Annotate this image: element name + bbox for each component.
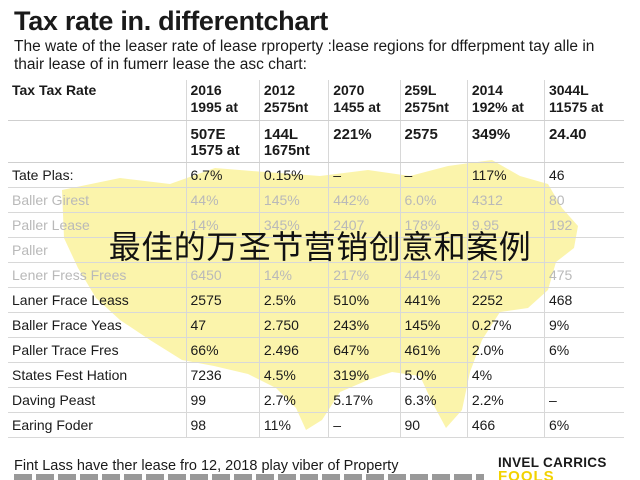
table-row: Laner Frace Leass 2575 2.5% 510% 441% 2252 468 xyxy=(8,287,624,313)
table-cell: 2.5% xyxy=(258,287,329,313)
table-cell: 441% xyxy=(399,287,468,313)
page-title: Tax rate in. differentchart xyxy=(14,6,328,36)
table-cell: – xyxy=(543,387,624,413)
table-cell: 0.15% xyxy=(258,162,329,188)
table-cell: 7236 xyxy=(185,362,260,388)
column-header: 2012 2575nt xyxy=(258,80,329,121)
page-subtitle: The wate of the leaser rate of lease rpr… xyxy=(14,38,595,73)
table-cell: 47 xyxy=(185,312,260,338)
table-subheader-row: 507E 1575 at 144L 1675nt 221% 2575 349% 24… xyxy=(8,120,624,163)
table-cell: – xyxy=(328,162,400,188)
table-row: States Fest Hation 7236 4.5% 319% 5.0% 4% xyxy=(8,362,624,388)
column-header: 2014 192% at xyxy=(466,80,545,121)
table-cell: 66% xyxy=(185,337,260,363)
table-row: Earing Foder 98 11% –90 466 6% xyxy=(8,412,624,438)
table-cell: 2252 xyxy=(466,287,545,313)
row-label: Paller Trace Fres xyxy=(8,337,186,363)
column-subheader: 221% xyxy=(328,120,400,163)
table-cell: 4312 xyxy=(466,187,545,213)
row-label: Baller Girest xyxy=(8,187,186,213)
column-subheader: 349% xyxy=(466,120,545,163)
table-cell: 442% xyxy=(328,187,400,213)
table-cell: 9% xyxy=(543,312,624,338)
table-cell: 46 xyxy=(543,162,624,188)
table-cell: 2.750 xyxy=(258,312,329,338)
table-cell: 466 xyxy=(466,412,545,438)
column-header: 2070 1455 at xyxy=(328,80,400,121)
table-header-row: Tax Tax Rate 2016 1995 at 2012 2575nt 2070… xyxy=(8,80,624,121)
table-cell: 243% xyxy=(328,312,400,338)
table-cell: – xyxy=(399,162,468,188)
table-cell: 647% xyxy=(328,337,400,363)
table-cell: 6.7% xyxy=(185,162,260,188)
table-body: Tate Plas: 6.7% 0.15% – –117% 46 Baller Girest… xyxy=(8,162,624,438)
column-header: 259L 2575nt xyxy=(399,80,468,121)
table-cell: 4% xyxy=(466,362,545,388)
table-cell: 2.0% xyxy=(466,337,545,363)
table-cell: 2.496 xyxy=(258,337,329,363)
table-row: Paller Trace Fres 66% 2.496 647% 461% 2.0% 6% xyxy=(8,337,624,363)
table-cell: 2.2% xyxy=(466,387,545,413)
row-label: Earing Foder xyxy=(8,412,186,438)
table-row: Tate Plas: 6.7% 0.15% – –117% 46 xyxy=(8,162,624,188)
table-cell: 11% xyxy=(258,412,329,438)
table-cell: 5.17% xyxy=(328,387,400,413)
subheader-empty xyxy=(8,120,186,163)
table-cell: 98 xyxy=(185,412,260,438)
column-header: 3044L 11575 at xyxy=(543,80,624,121)
table-cell: 4.5% xyxy=(258,362,329,388)
row-label: Tate Plas: xyxy=(8,162,186,188)
table-cell: 6.3% xyxy=(399,387,468,413)
table-row: Baller Girest 44% 145% 442% 6.0% 4312 80 xyxy=(8,187,624,213)
column-subheader: 144L 1675nt xyxy=(258,120,329,163)
table-cell: 90 xyxy=(399,412,468,438)
table-cell xyxy=(543,362,624,388)
footer-blurred-line xyxy=(14,474,484,480)
table-cell: 461% xyxy=(399,337,468,363)
column-header: 2016 1995 at xyxy=(185,80,260,121)
column-subheader: 2575 xyxy=(399,120,468,163)
table-cell: 6% xyxy=(543,412,624,438)
table-cell: 319% xyxy=(328,362,400,388)
table-cell: 44% xyxy=(185,187,260,213)
table-cell: 2.7% xyxy=(258,387,329,413)
table-cell: 510% xyxy=(328,287,400,313)
table-cell: 468 xyxy=(543,287,624,313)
column-subheader: 507E 1575 at xyxy=(185,120,260,163)
brand-logo-line1: INVEL CARRICS xyxy=(498,455,607,470)
column-subheader: 24.40 xyxy=(543,120,624,163)
row-label: Daving Peast xyxy=(8,387,186,413)
row-label: States Fest Hation xyxy=(8,362,186,388)
table-cell: 99 xyxy=(185,387,260,413)
table-row: Daving Peast 99 2.7% 5.17% 6.3% 2.2% – xyxy=(8,387,624,413)
table-cell: – xyxy=(328,412,400,438)
row-label: Baller Frace Yeas xyxy=(8,312,186,338)
table-cell: 5.0% xyxy=(399,362,468,388)
table-cell: 2575 xyxy=(185,287,260,313)
table-cell: 6.0% xyxy=(399,187,468,213)
table-header-label: Tax Tax Rate xyxy=(8,80,186,121)
table-cell: 6% xyxy=(543,337,624,363)
footer-note: Fint Lass have ther lease fro 12, 2018 p… xyxy=(14,458,399,474)
brand-logo-line2: FOOLS xyxy=(498,468,555,480)
table-cell: 145% xyxy=(258,187,329,213)
table-cell: 0.27% xyxy=(466,312,545,338)
row-label: Laner Frace Leass xyxy=(8,287,186,313)
table-cell: 117% xyxy=(466,162,545,188)
table-cell: 145% xyxy=(399,312,468,338)
table-row: Baller Frace Yeas 47 2.750 243% 145% 0.27% 9% xyxy=(8,312,624,338)
table-cell: 80 xyxy=(543,187,624,213)
overlay-watermark-text: 最佳的万圣节营销创意和案例 xyxy=(108,228,532,266)
